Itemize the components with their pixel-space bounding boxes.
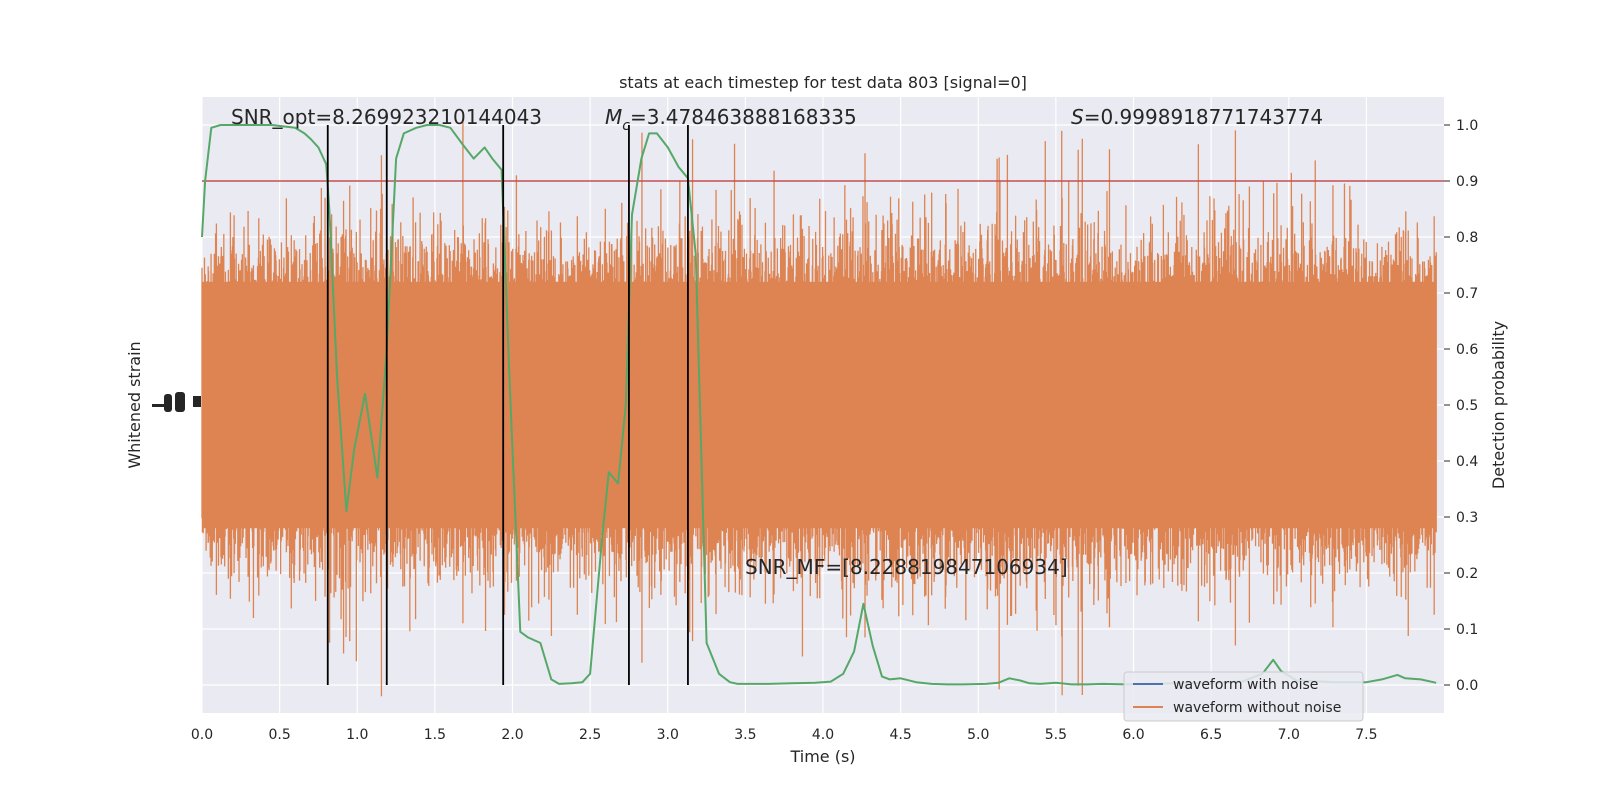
chirp-mass-annotation: Mc=3.478463888168335 [605, 105, 857, 134]
snr-mf-annotation: SNR_MF=[8.228819847106934] [745, 555, 1068, 579]
y-right-tick-label-1: 0.1 [1456, 622, 1478, 638]
x-tick-label-8: 4.0 [812, 727, 834, 743]
x-axis-label: Time (s) [789, 747, 855, 766]
y-right-axis-label: Detection probability [1489, 321, 1508, 489]
x-tick-label-6: 3.0 [657, 727, 679, 743]
x-tick-label-11: 5.5 [1045, 727, 1067, 743]
x-tick-label-14: 7.0 [1278, 727, 1300, 743]
chirp-mass-subscript: c [622, 118, 630, 134]
legend-box [1123, 671, 1364, 722]
y-right-tick-label-5: 0.5 [1456, 398, 1478, 414]
y-right-tick-label-2: 0.2 [1456, 566, 1478, 582]
s-symbol: S [1071, 105, 1084, 129]
x-tick-label-12: 6.0 [1122, 727, 1144, 743]
y-right-tick-label-7: 0.7 [1456, 286, 1478, 302]
x-axis-ticks: 0.0 0.5 1.0 1.5 2.0 2.5 3.0 3.5 4.0 4.5 5.0 5.5 6.0 6… [191, 727, 1378, 743]
x-tick-label-0: 0.0 [191, 727, 213, 743]
legend-label-with-noise: waveform with noise [1173, 677, 1318, 693]
x-tick-label-3: 1.5 [424, 727, 446, 743]
x-tick-label-13: 6.5 [1200, 727, 1222, 743]
left-axis-collapsed-ticks [152, 392, 201, 412]
x-tick-label-10: 5.0 [967, 727, 989, 743]
probability-series-group [201, 124, 1437, 686]
y-right-tick-label-10: 1.0 [1456, 118, 1478, 134]
legend: waveform with noise waveform without noi… [1123, 671, 1364, 722]
y-left-axis-label: Whitened strain [125, 341, 144, 468]
y-right-tick-label-8: 0.8 [1456, 230, 1478, 246]
x-tick-label-15: 7.5 [1355, 727, 1377, 743]
x-tick-label-2: 1.0 [346, 727, 368, 743]
vertical-marker-lines [326, 125, 689, 685]
chart-title: stats at each timestep for test data 803… [619, 73, 1027, 92]
x-tick-label-7: 3.5 [734, 727, 756, 743]
x-tick-label-5: 2.5 [579, 727, 601, 743]
x-tick-label-9: 4.5 [889, 727, 911, 743]
x-tick-label-1: 0.5 [268, 727, 290, 743]
chirp-mass-symbol: M [605, 105, 622, 129]
snr-opt-annotation: SNR_opt=8.269923210144043 [231, 105, 542, 129]
chirp-mass-value: =3.478463888168335 [630, 105, 857, 129]
strain-trace [201, 117, 1437, 697]
y-right-tick-label-4: 0.4 [1456, 454, 1478, 470]
s-annotation: S=0.9998918771743774 [1071, 105, 1323, 129]
legend-label-without-noise: waveform without noise [1173, 700, 1341, 716]
strain-series-without-noise [201, 117, 1437, 697]
y-right-tick-label-0: 0.0 [1456, 678, 1478, 694]
x-tick-label-4: 2.0 [501, 727, 523, 743]
y-right-axis-ticks: 0.0 0.1 0.2 0.3 0.4 0.5 0.6 0.7 0.8 0.9 1.0 [1444, 118, 1478, 694]
y-right-tick-label-9: 0.9 [1456, 174, 1478, 190]
y-right-tick-label-6: 0.6 [1456, 342, 1478, 358]
y-right-tick-label-3: 0.3 [1456, 510, 1478, 526]
detection-probability-line [201, 124, 1437, 686]
s-value: =0.9998918771743774 [1084, 105, 1323, 129]
